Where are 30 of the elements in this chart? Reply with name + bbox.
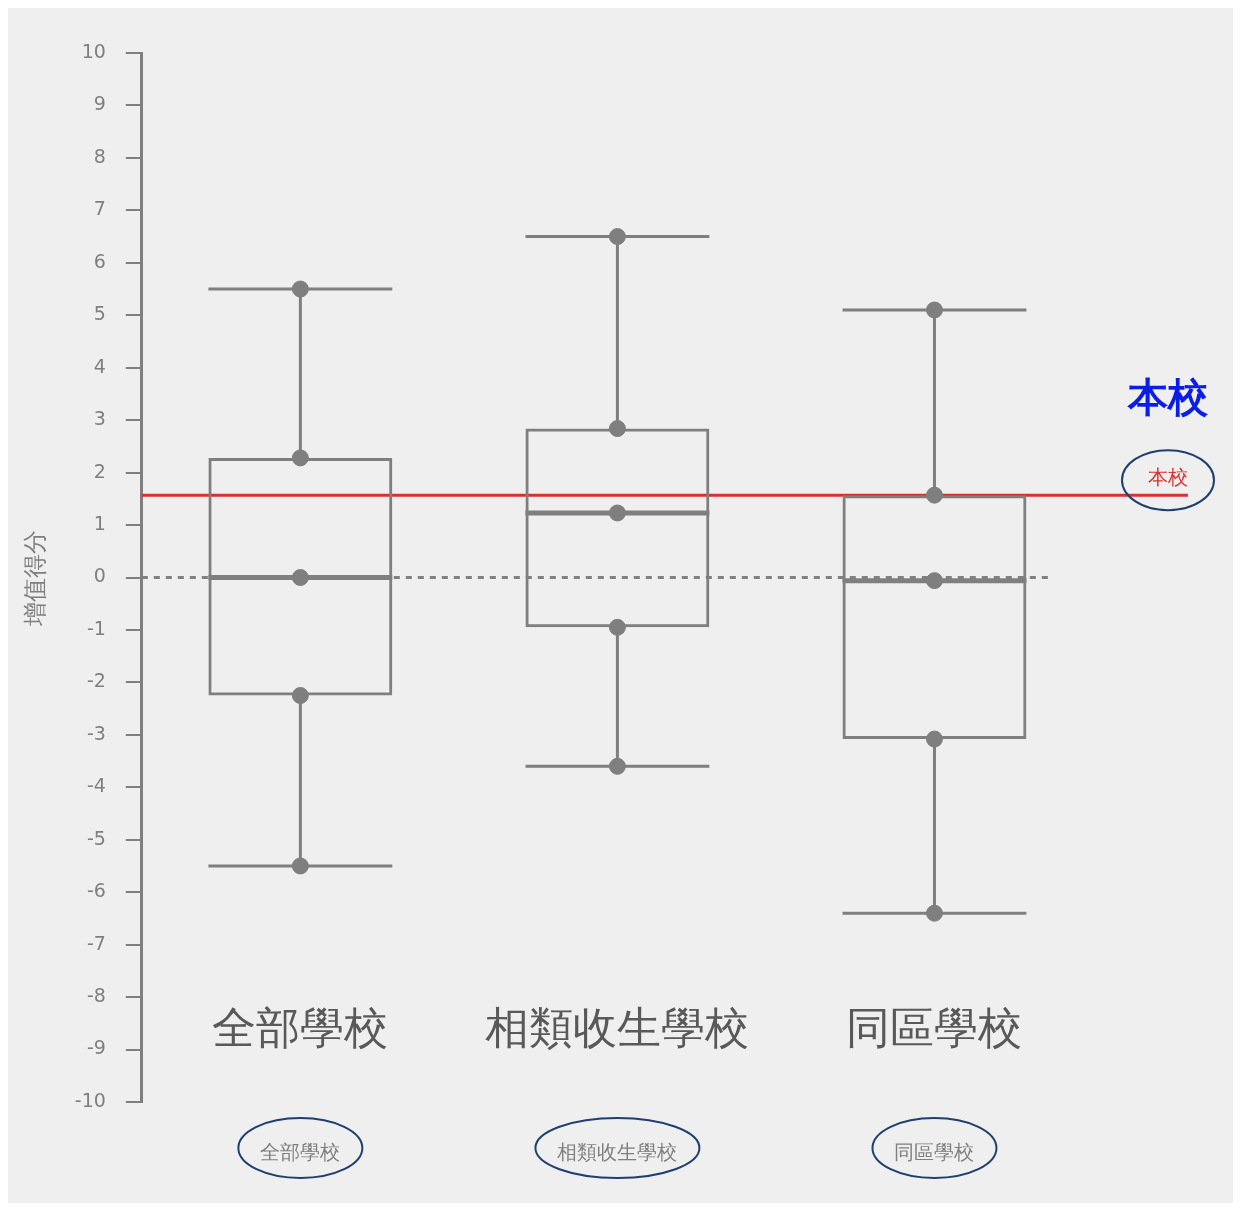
- text: 同區學校: [894, 1140, 975, 1165]
- text: 本校: [1127, 373, 1209, 420]
- y-axis-title: 增值得分: [20, 529, 49, 627]
- y-tick-label: 0: [93, 564, 106, 587]
- y-tick-label: 3: [93, 407, 106, 430]
- x-tick-label: 全部學校: [212, 1002, 389, 1054]
- text: 相類收生學校: [557, 1140, 678, 1165]
- y-tick-label: -1: [86, 616, 106, 639]
- y-tick-label: -2: [86, 669, 106, 692]
- y-tick-label: -5: [86, 826, 106, 849]
- y-tick-label: 1: [93, 511, 106, 534]
- y-tick-label: 9: [93, 92, 106, 115]
- text: 全部學校: [260, 1140, 341, 1165]
- y-tick-label: -7: [86, 931, 106, 954]
- y-tick-label: 4: [93, 354, 106, 377]
- y-tick-label: -3: [86, 721, 106, 744]
- y-tick-label: 7: [93, 197, 106, 220]
- y-tick-label: 8: [93, 144, 106, 167]
- y-tick-label: 10: [81, 39, 106, 62]
- ref-line-label: 本校: [1148, 465, 1188, 490]
- y-tick-label: -6: [86, 879, 106, 902]
- y-tick-label: 5: [93, 302, 106, 325]
- x-tick-label: 同區學校: [846, 1002, 1023, 1054]
- x-tick-label: 相類收生學校: [485, 1002, 750, 1054]
- y-tick-label: -9: [86, 1036, 106, 1059]
- y-tick-label: -10: [74, 1088, 106, 1111]
- y-tick-label: 2: [93, 459, 106, 482]
- y-tick-label: -4: [86, 774, 106, 797]
- y-tick-label: -8: [86, 984, 106, 1007]
- y-tick-label: 6: [93, 249, 106, 272]
